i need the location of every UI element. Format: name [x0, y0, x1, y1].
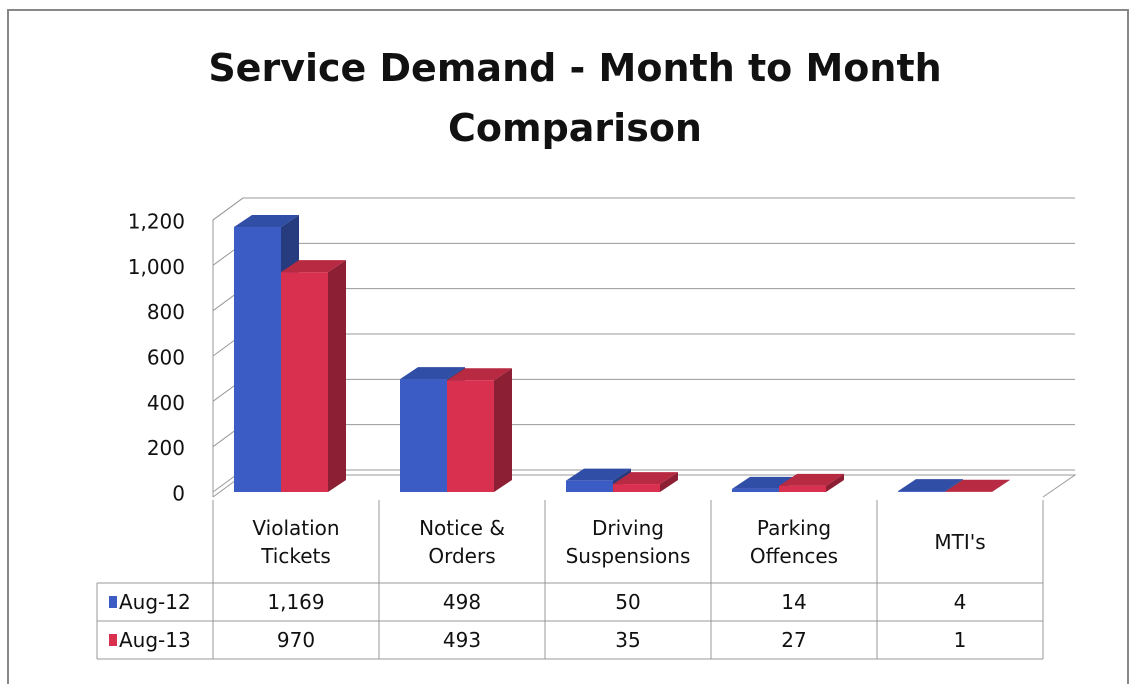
- bar: [447, 380, 494, 492]
- bar: [400, 379, 447, 492]
- y-tick-label: 1,200: [128, 210, 185, 234]
- y-tick-label: 600: [147, 346, 185, 370]
- y-tick-label: 400: [147, 391, 185, 415]
- bar-top: [400, 367, 465, 380]
- bar: [898, 491, 945, 492]
- data-label: 498: [442, 590, 482, 614]
- y-tick-label: 1,000: [128, 255, 185, 279]
- legend-label: Aug-13: [119, 628, 191, 652]
- frame: [7, 9, 1129, 684]
- bar-top: [898, 479, 963, 492]
- category-label: MTI's: [934, 529, 986, 554]
- category-label: Notice & Orders: [419, 515, 505, 568]
- legend-label: Aug-12: [119, 590, 191, 614]
- y-tick-label: 0: [172, 482, 185, 506]
- legend-swatch: [109, 634, 117, 646]
- bar: [613, 484, 660, 492]
- bar-top: [779, 473, 844, 486]
- data-label: 14: [781, 590, 807, 614]
- bar: [281, 272, 328, 492]
- bar-side: [494, 368, 512, 492]
- bar-top: [447, 368, 512, 381]
- bar-side: [826, 473, 844, 492]
- bar: [732, 488, 779, 492]
- data-label: 4: [953, 590, 967, 614]
- chart-title: Service Demand - Month to Month Comparis…: [208, 46, 942, 150]
- bar-side: [660, 472, 678, 492]
- bar-top: [281, 260, 346, 273]
- data-label: 27: [781, 628, 807, 652]
- grid-line: [212, 197, 1075, 221]
- data-label: 970: [276, 628, 316, 652]
- y-tick-label: 200: [147, 436, 185, 460]
- y-tick-label: 800: [147, 300, 185, 324]
- data-label: 1,169: [267, 590, 325, 614]
- data-label: 1: [953, 628, 967, 652]
- category-label: Violation Tickets: [252, 515, 340, 568]
- category-label: Parking Offences: [749, 515, 839, 568]
- bar-side: [328, 260, 346, 492]
- bar: [566, 480, 613, 492]
- bar-top: [613, 472, 678, 485]
- bar-top: [945, 479, 1010, 492]
- data-label: 50: [615, 590, 641, 614]
- category-label: Driving Suspensions: [565, 515, 691, 568]
- data-label: 493: [442, 628, 482, 652]
- bar: [779, 485, 826, 492]
- bar-top: [234, 215, 299, 228]
- bar-side: [992, 479, 1010, 492]
- bar: [234, 227, 281, 492]
- bar-top: [566, 468, 631, 481]
- data-label: 35: [615, 628, 641, 652]
- legend-swatch: [109, 596, 117, 608]
- bar-side: [945, 479, 963, 492]
